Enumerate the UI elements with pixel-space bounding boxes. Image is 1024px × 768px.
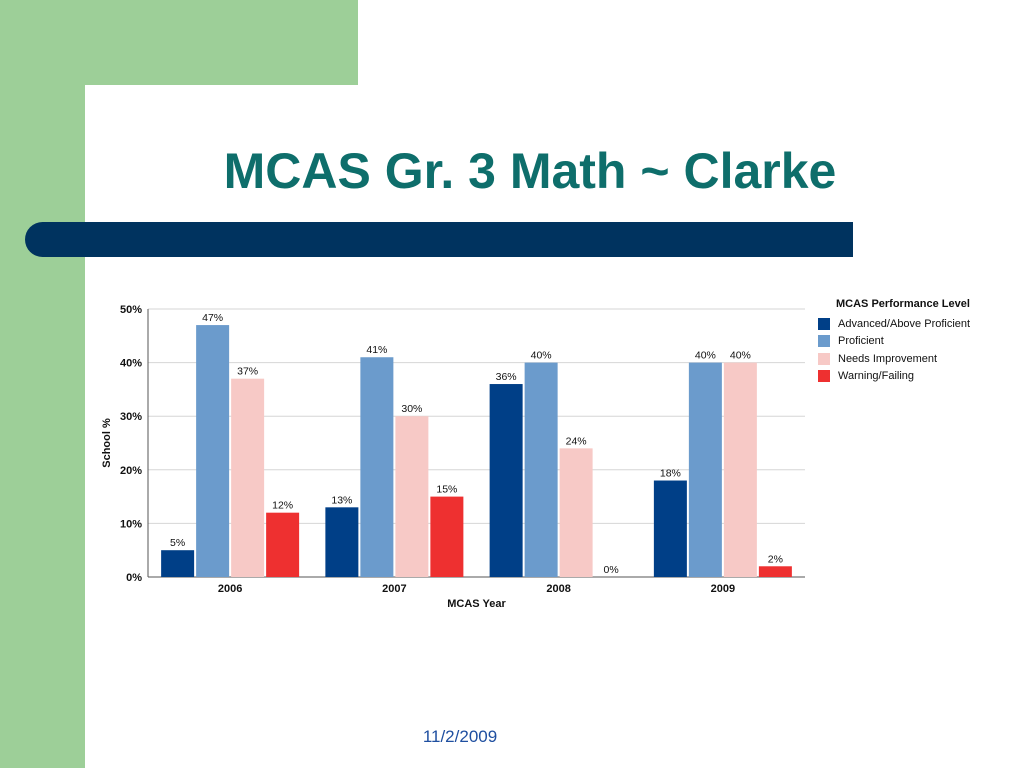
bar — [196, 325, 230, 577]
bar — [723, 362, 757, 577]
bar — [430, 496, 464, 577]
data-label: 15% — [436, 484, 457, 496]
bar — [325, 507, 359, 577]
y-tick-label: 20% — [120, 465, 142, 477]
y-tick-label: 50% — [120, 304, 142, 316]
data-label: 40% — [695, 350, 716, 362]
bar — [489, 384, 523, 577]
y-axis-title: School % — [101, 418, 113, 468]
legend-swatch — [818, 370, 830, 383]
data-label: 18% — [660, 468, 681, 480]
legend-item: Needs Improvement — [812, 350, 970, 368]
legend-item: Proficient — [812, 333, 970, 351]
data-label: 30% — [401, 403, 422, 415]
x-tick-label: 2008 — [546, 583, 570, 595]
y-tick-label: 10% — [120, 518, 142, 530]
legend-swatch — [818, 335, 830, 348]
title-underline-stripe-cap — [846, 222, 853, 257]
bar-chart: 0% 10% 20% 30% 40% 50% 5% 47% 37% 12% 2006 13% 41% 30… — [101, 304, 805, 610]
legend-item: Warning/Failing — [812, 368, 970, 386]
y-tick-label: 30% — [120, 411, 142, 423]
legend-swatch — [818, 352, 830, 365]
data-label: 36% — [496, 371, 517, 383]
data-label: 0% — [604, 564, 619, 576]
data-label: 5% — [170, 537, 185, 549]
x-tick-label: 2006 — [218, 583, 242, 595]
legend-title: MCAS Performance Level — [836, 298, 970, 310]
legend-label: Proficient — [838, 335, 884, 348]
legend-swatch — [818, 317, 830, 330]
bar — [688, 362, 722, 577]
y-tick-label: 0% — [126, 572, 142, 584]
bar — [758, 566, 792, 577]
data-label: 13% — [331, 494, 352, 506]
x-tick-label: 2009 — [711, 583, 735, 595]
bar — [524, 362, 558, 577]
bar — [559, 448, 593, 577]
bar — [395, 416, 429, 577]
data-label: 37% — [237, 366, 258, 378]
footer-date: 11/2/2009 — [422, 727, 498, 746]
bar — [161, 550, 195, 577]
data-label: 40% — [730, 350, 751, 362]
bar — [231, 378, 265, 577]
title-underline-stripe — [25, 222, 853, 257]
bar — [360, 357, 394, 577]
legend-label: Advanced/Above Proficient — [838, 317, 971, 330]
data-label: 41% — [366, 344, 387, 356]
data-label: 24% — [566, 435, 587, 447]
data-label: 40% — [531, 350, 552, 362]
bar — [653, 480, 687, 577]
bar — [266, 512, 300, 577]
slide-title: MCAS Gr. 3 Math ~ Clarke — [223, 143, 837, 199]
data-label: 12% — [272, 500, 293, 512]
green-accent-left — [0, 0, 85, 768]
data-label: 47% — [202, 312, 223, 324]
y-tick-label: 40% — [120, 358, 142, 370]
x-axis-title: MCAS Year — [447, 598, 506, 610]
legend-label: Warning/Failing — [838, 370, 915, 383]
chart-legend: MCAS Performance Level Advanced/Above Pr… — [812, 298, 970, 385]
x-tick-label: 2007 — [382, 583, 406, 595]
legend-label: Needs Improvement — [838, 352, 938, 365]
legend-item: Advanced/Above Proficient — [812, 315, 970, 333]
data-label: 2% — [768, 553, 783, 565]
